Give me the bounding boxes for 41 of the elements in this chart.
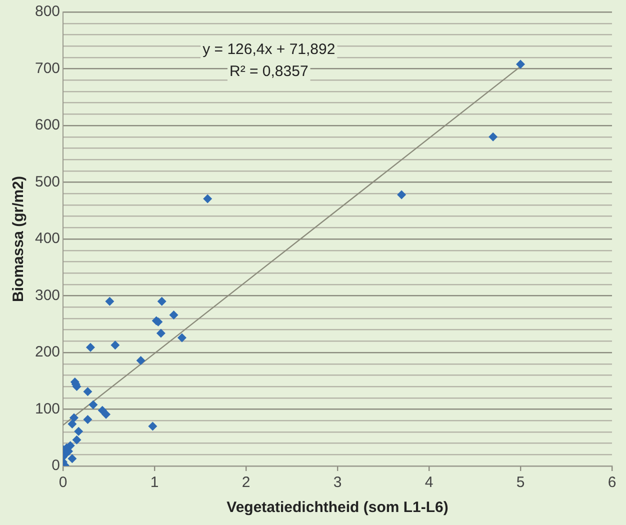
y-axis-title: Biomassa (gr/m2) bbox=[10, 176, 28, 302]
point bbox=[88, 400, 98, 410]
x-tick-label: 3 bbox=[333, 474, 342, 492]
x-tick-label: 4 bbox=[424, 474, 434, 492]
point bbox=[203, 194, 212, 204]
x-tick-label: 6 bbox=[608, 474, 616, 492]
x-tick-label: 5 bbox=[516, 474, 525, 492]
point bbox=[177, 333, 186, 342]
annotation: y = 126,4x + 71,892 bbox=[202, 41, 336, 58]
point bbox=[68, 420, 77, 429]
annotation: R² = 0,8357 bbox=[229, 63, 308, 80]
point bbox=[83, 387, 92, 396]
point bbox=[397, 190, 406, 200]
y-tick-label: 700 bbox=[34, 60, 60, 77]
point bbox=[83, 414, 92, 424]
y-tick-label: 600 bbox=[34, 116, 60, 134]
y-tick-label: 800 bbox=[34, 3, 60, 20]
y-tick-label: 400 bbox=[34, 230, 60, 248]
point bbox=[74, 426, 84, 436]
point bbox=[488, 132, 498, 142]
y-tick-label: 0 bbox=[52, 457, 60, 474]
point bbox=[68, 454, 77, 464]
y-tick-label: 200 bbox=[34, 344, 60, 361]
point bbox=[102, 410, 111, 419]
point bbox=[72, 435, 82, 444]
point bbox=[169, 310, 178, 320]
x-tick-label: 1 bbox=[150, 474, 159, 492]
point bbox=[157, 296, 166, 306]
point bbox=[148, 422, 158, 431]
point bbox=[105, 296, 114, 306]
x-tick-label: 2 bbox=[242, 474, 250, 492]
y-tick-label: 300 bbox=[34, 286, 60, 304]
point bbox=[70, 413, 79, 422]
point bbox=[156, 328, 166, 338]
x-axis-title: Vegetatiedichtheid (som L1-L6) bbox=[226, 499, 448, 516]
y-tick-label: 100 bbox=[34, 400, 60, 418]
point bbox=[110, 340, 120, 350]
point bbox=[516, 60, 526, 69]
point bbox=[136, 356, 146, 365]
y-tick-label: 500 bbox=[34, 173, 60, 190]
point bbox=[86, 342, 95, 352]
